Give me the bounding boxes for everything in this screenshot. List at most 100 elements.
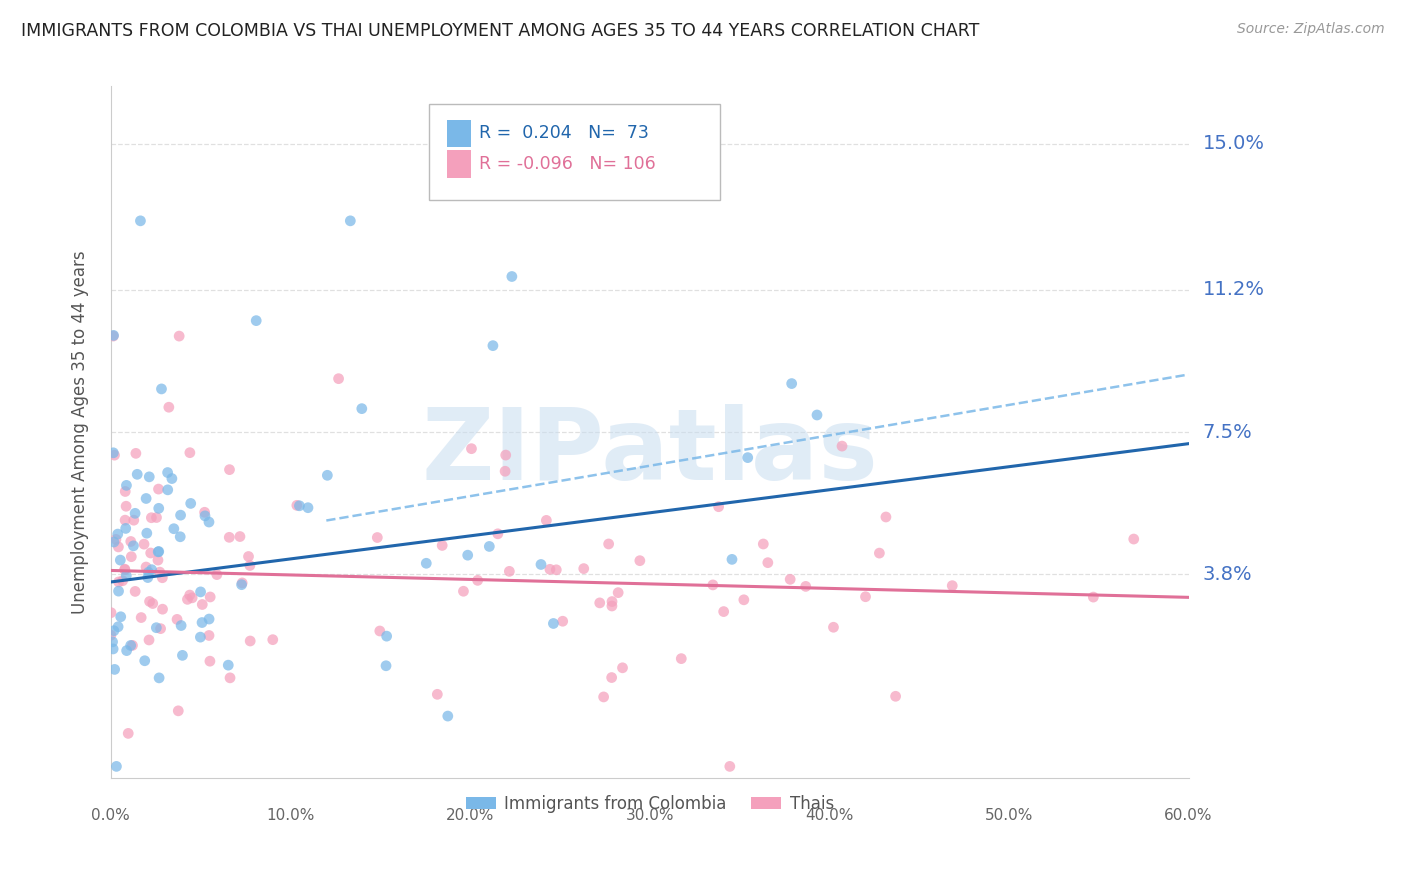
Point	[198, 590, 221, 604]
Point	[103, 446, 125, 460]
Point	[752, 537, 775, 551]
Text: IMMIGRANTS FROM COLOMBIA VS THAI UNEMPLOYMENT AMONG AGES 35 TO 44 YEARS CORRELAT: IMMIGRANTS FROM COLOMBIA VS THAI UNEMPLO…	[21, 22, 980, 40]
Text: 7.5%: 7.5%	[1202, 423, 1253, 442]
Point	[167, 704, 190, 718]
Point	[120, 549, 142, 564]
Point	[142, 597, 165, 611]
Point	[103, 329, 125, 343]
Point	[169, 508, 191, 523]
Legend: Immigrants from Colombia, Thais: Immigrants from Colombia, Thais	[458, 788, 841, 820]
Point	[884, 690, 907, 704]
Point	[103, 624, 125, 638]
Text: R = -0.096   N= 106: R = -0.096 N= 106	[479, 155, 657, 173]
Point	[117, 726, 139, 740]
Point	[1122, 532, 1144, 546]
Point	[141, 510, 163, 524]
Point	[600, 599, 623, 613]
Point	[114, 521, 136, 535]
Text: 15.0%: 15.0%	[1202, 135, 1264, 153]
Point	[120, 639, 142, 653]
Point	[239, 634, 262, 648]
Point	[733, 592, 755, 607]
Point	[436, 709, 458, 723]
Point	[218, 462, 240, 476]
Point	[589, 596, 612, 610]
Point	[148, 544, 170, 558]
Point	[114, 513, 136, 527]
Point	[176, 592, 198, 607]
Point	[543, 616, 565, 631]
Point	[110, 553, 132, 567]
Point	[375, 658, 398, 673]
Point	[114, 562, 136, 576]
Point	[430, 538, 453, 552]
Point	[181, 591, 204, 605]
Point	[107, 574, 129, 589]
Point	[101, 641, 124, 656]
Text: ZIPatlas: ZIPatlas	[422, 404, 879, 501]
Point	[718, 759, 741, 773]
Text: 30.0%: 30.0%	[626, 808, 673, 823]
Point	[135, 491, 157, 506]
Point	[138, 632, 160, 647]
Point	[707, 500, 730, 514]
Point	[239, 558, 262, 573]
Point	[538, 562, 561, 576]
Point	[156, 466, 179, 480]
Point	[136, 570, 159, 584]
Point	[598, 537, 620, 551]
Point	[120, 534, 142, 549]
Point	[148, 671, 170, 685]
Point	[135, 560, 157, 574]
Point	[756, 556, 779, 570]
Point	[229, 530, 252, 544]
Point	[316, 468, 339, 483]
Point	[100, 628, 122, 642]
Point	[166, 612, 188, 626]
Point	[169, 530, 191, 544]
Bar	[447, 150, 471, 178]
Point	[100, 606, 122, 620]
Point	[141, 563, 163, 577]
Point	[139, 546, 162, 560]
Text: Source: ZipAtlas.com: Source: ZipAtlas.com	[1237, 22, 1385, 37]
Point	[103, 535, 125, 549]
Point	[124, 506, 146, 520]
Point	[205, 567, 228, 582]
Point	[125, 446, 148, 460]
Point	[138, 470, 160, 484]
Point	[460, 442, 482, 456]
Point	[148, 545, 170, 559]
Y-axis label: Unemployment Among Ages 35 to 44 years: Unemployment Among Ages 35 to 44 years	[72, 251, 89, 614]
Point	[217, 658, 239, 673]
Point	[285, 499, 308, 513]
Point	[180, 496, 202, 510]
Point	[145, 621, 167, 635]
Point	[426, 687, 449, 701]
Point	[145, 510, 167, 524]
Point	[157, 401, 180, 415]
Point	[132, 537, 155, 551]
Point	[179, 445, 201, 459]
Point	[501, 269, 523, 284]
Point	[101, 635, 124, 649]
Point	[114, 563, 136, 577]
Bar	[447, 120, 471, 147]
Point	[191, 615, 214, 630]
Point	[415, 556, 437, 570]
Point	[478, 540, 501, 554]
Point	[179, 588, 201, 602]
Point	[198, 515, 221, 529]
Point	[129, 610, 152, 624]
Point	[457, 548, 479, 562]
Point	[194, 508, 217, 523]
Point	[170, 618, 193, 632]
Point	[780, 376, 803, 391]
Point	[339, 214, 361, 228]
Point	[190, 585, 212, 599]
Point	[148, 501, 170, 516]
Point	[702, 578, 724, 592]
Point	[572, 561, 595, 575]
Point	[111, 574, 134, 588]
Point	[482, 338, 505, 352]
